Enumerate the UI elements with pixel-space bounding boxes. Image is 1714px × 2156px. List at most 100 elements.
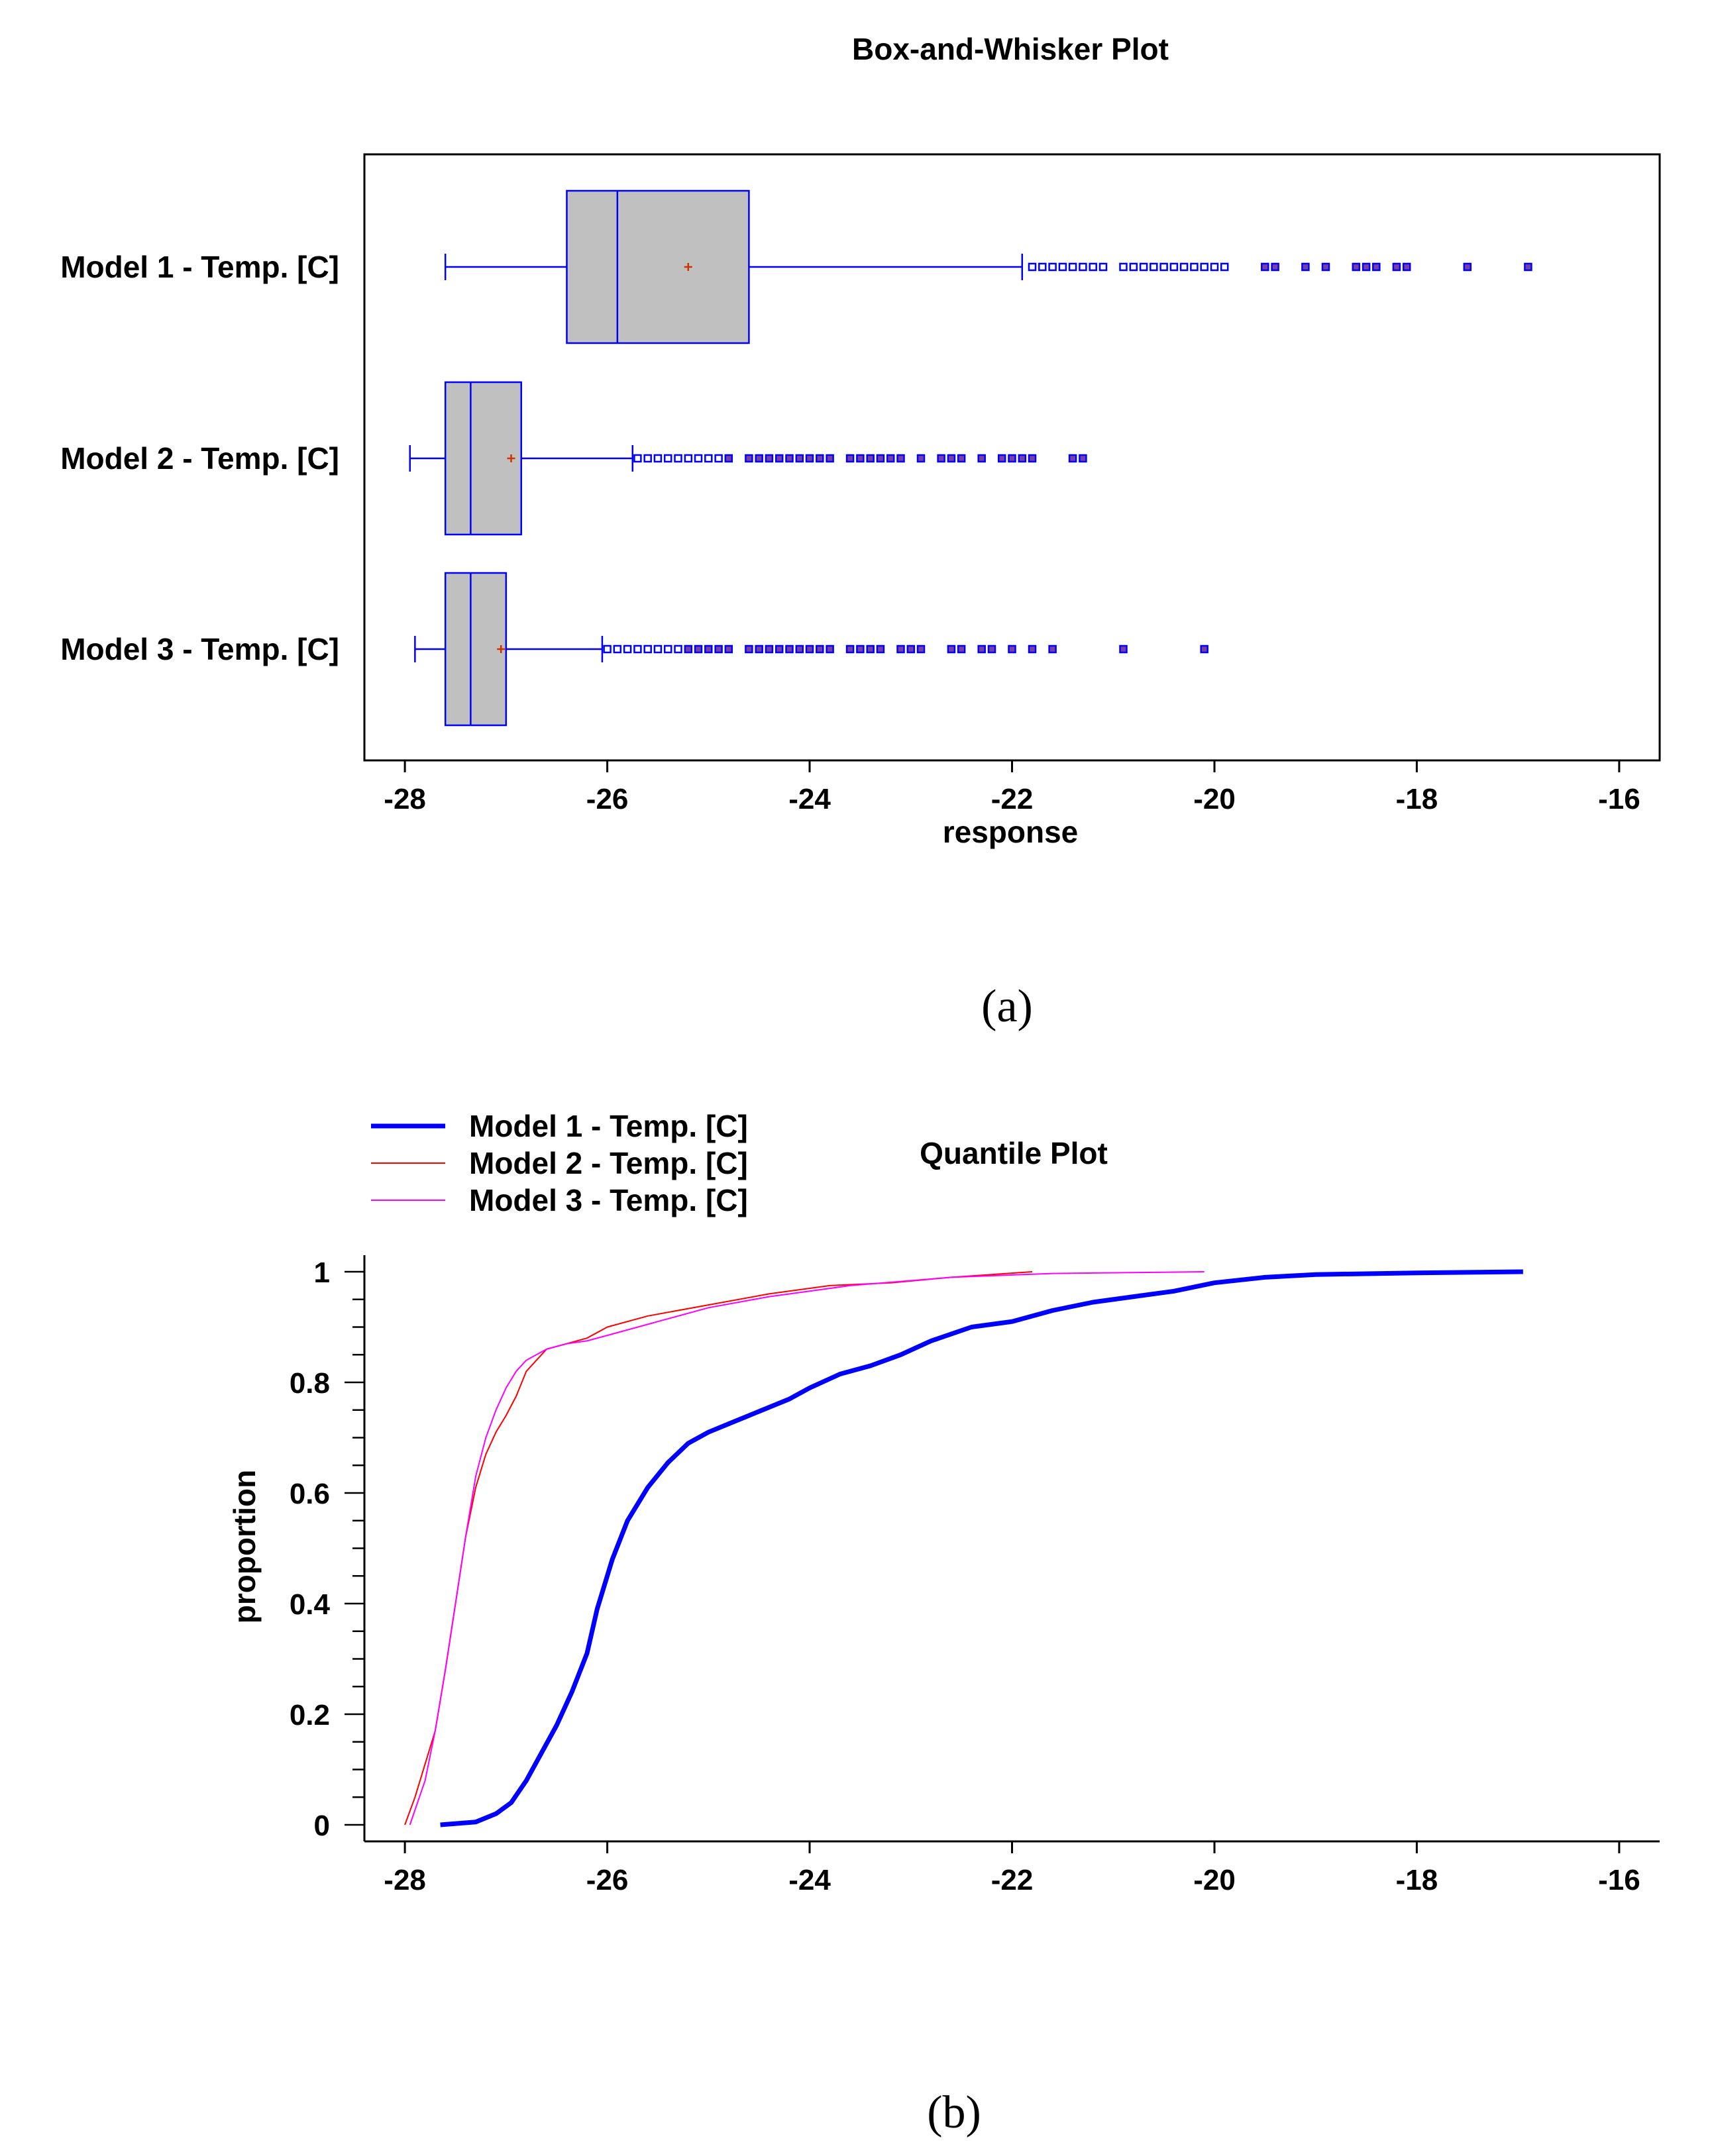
outlier-point — [1169, 262, 1179, 272]
outlier-point — [1210, 262, 1219, 272]
quantile-series-line — [409, 1271, 1205, 1825]
outlier-point — [1119, 644, 1128, 654]
quantile-plot-y-label: proportion — [227, 1470, 262, 1624]
outlier-point — [896, 644, 905, 654]
quantile-x-tick-label: -24 — [788, 1864, 831, 1896]
box-group-label: Model 3 - Temp. [C] — [60, 632, 339, 666]
quantile-plot-y-axis: 0 0.2 0.4 0.6 0.8 1 — [290, 1257, 364, 1842]
outlier-point — [1028, 262, 1037, 272]
outlier-point — [856, 644, 865, 654]
outlier-point — [805, 644, 814, 654]
outlier-point — [1159, 262, 1168, 272]
quantile-x-tick-label: -22 — [991, 1864, 1034, 1896]
outlier-point — [603, 644, 612, 654]
outlier-point — [816, 454, 824, 463]
outlier-point — [1463, 262, 1472, 272]
mean-marker — [497, 645, 506, 653]
box-group: Model 1 - Temp. [C] — [60, 189, 1532, 344]
outlier-point — [1008, 454, 1016, 463]
quantile-y-tick-label: 0.6 — [290, 1478, 330, 1510]
outlier-point — [1271, 262, 1279, 272]
outlier-point — [826, 454, 834, 463]
outlier-point — [1402, 262, 1411, 272]
quantile-plot-series — [404, 1269, 1523, 1827]
outlier-point — [1372, 262, 1381, 272]
box-whisker-plot: Box-and-Whisker Plot -28 -26 -24 -22 -20 -18-… — [60, 32, 1661, 849]
outlier-point — [704, 644, 713, 654]
outlier-point — [633, 454, 642, 463]
outlier-point — [1008, 644, 1016, 654]
outlier-point — [1190, 262, 1199, 272]
quantile-plot-title: Quantile Plot — [920, 1136, 1108, 1170]
quantile-series-line — [440, 1269, 1523, 1827]
legend-item: Model 2 - Temp. [C] — [371, 1146, 748, 1180]
box-plot-x-axis: -28 -26 -24 -22 -20 -18 -16 — [384, 760, 1640, 815]
iqr-box — [444, 572, 508, 727]
outlier-point — [704, 454, 713, 463]
outlier-point — [765, 644, 774, 654]
outlier-point — [755, 644, 763, 654]
outlier-point — [714, 454, 723, 463]
legend-item: Model 1 - Temp. [C] — [371, 1109, 748, 1143]
box-plot-x-tick-label: -20 — [1193, 783, 1236, 815]
outlier-point — [876, 644, 885, 654]
quantile-x-tick-label: -28 — [384, 1864, 426, 1896]
outlier-point — [1119, 262, 1128, 272]
outlier-point — [674, 644, 682, 654]
quantile-plot: Quantile Plot Model 1 - Temp. [C]Model 2… — [227, 1109, 1660, 1896]
outlier-point — [866, 454, 875, 463]
outlier-point — [1129, 262, 1138, 272]
quantile-x-tick-label: -20 — [1193, 1864, 1236, 1896]
outlier-point — [1200, 644, 1208, 654]
box-plot-x-tick-label: -16 — [1598, 783, 1640, 815]
outlier-point — [947, 644, 956, 654]
outlier-point — [663, 454, 672, 463]
outlier-point — [623, 644, 632, 654]
outlier-point — [1048, 644, 1057, 654]
outlier-point — [785, 644, 794, 654]
outlier-point — [714, 644, 723, 654]
outlier-point — [1392, 262, 1401, 272]
outlier-point — [684, 644, 693, 654]
box-plot-x-tick-label: -24 — [788, 783, 831, 815]
box-plot-x-tick-label: -22 — [991, 783, 1034, 815]
outlier-point — [826, 644, 834, 654]
outlier-point — [1261, 262, 1269, 272]
outlier-point — [997, 454, 1006, 463]
outlier-point — [653, 454, 663, 463]
box-group-label: Model 1 - Temp. [C] — [60, 250, 339, 284]
outlier-point — [937, 454, 945, 463]
outlier-point — [1524, 262, 1532, 272]
box-plot-title: Box-and-Whisker Plot — [852, 32, 1169, 66]
outlier-point — [643, 454, 652, 463]
box-group: Model 2 - Temp. [C] — [60, 381, 1087, 536]
box-group-label: Model 2 - Temp. [C] — [60, 441, 339, 476]
outlier-point — [1301, 262, 1310, 272]
outlier-point — [1352, 262, 1361, 272]
caption-b: (b) — [927, 2087, 981, 2138]
outlier-point — [643, 644, 652, 654]
outlier-point — [845, 644, 855, 654]
mean-marker — [684, 263, 692, 271]
caption-a: (a) — [981, 981, 1033, 1032]
outlier-point — [856, 454, 865, 463]
outlier-point — [866, 644, 875, 654]
outlier-point — [775, 644, 784, 654]
outlier-point — [1079, 454, 1087, 463]
quantile-y-tick-label: 0.4 — [290, 1588, 331, 1621]
outlier-point — [663, 644, 672, 654]
box-plot-x-tick-label: -26 — [586, 783, 629, 815]
quantile-y-tick-label: 0 — [314, 1810, 330, 1842]
outlier-point — [1220, 262, 1229, 272]
outlier-point — [1139, 262, 1148, 272]
mean-marker — [507, 454, 515, 462]
outlier-point — [1362, 262, 1371, 272]
outlier-point — [1068, 454, 1077, 463]
outlier-point — [785, 454, 794, 463]
quantile-y-tick-label: 0.2 — [290, 1699, 330, 1731]
outlier-point — [957, 644, 966, 654]
outlier-point — [724, 644, 733, 654]
outlier-point — [613, 644, 622, 654]
outlier-point — [805, 454, 814, 463]
